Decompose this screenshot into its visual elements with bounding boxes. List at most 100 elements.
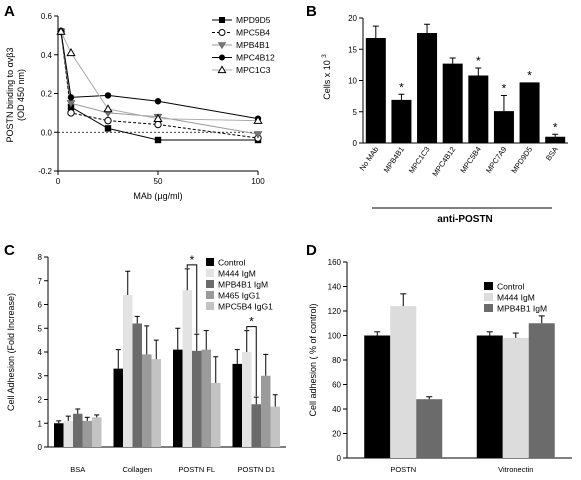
panel-a-legend-label: MPC1C3 — [236, 65, 271, 75]
panel-c-bar — [113, 368, 123, 447]
panel-a-y-axis-label-units: (OD 450 nm) — [16, 69, 26, 121]
panel-d-y-tick-label: 60 — [332, 381, 341, 390]
panel-b-significance-star: * — [527, 68, 532, 82]
panel-b-y-axis-label-superscript: 3 — [321, 54, 328, 58]
panel-b-y-tick-label: 20 — [348, 14, 357, 23]
panel-d-y-tick-label: 120 — [328, 307, 342, 316]
panel-b-bar — [468, 75, 489, 143]
panel-c-significance-star: * — [190, 253, 195, 267]
panel-d-y-axis-label: Cell adhesion ( % of control) — [308, 303, 318, 416]
panel-c-y-tick-label: 8 — [38, 253, 43, 262]
panel-c-bar — [54, 423, 64, 447]
panel-c-legend-swatch — [206, 269, 214, 277]
panel-b-bar — [493, 111, 514, 143]
panel-d-y-tick-label: 140 — [328, 283, 342, 292]
panel-d-bar — [364, 335, 391, 458]
panel-c-significance-bracket — [246, 326, 257, 397]
panel-d-legend-label: MPB4B1 IgM — [497, 304, 547, 314]
panel-b-x-tick-label: MPC5B4 — [458, 145, 483, 175]
panel-a-data-point — [67, 109, 75, 117]
panel-b-significance-star: * — [553, 120, 558, 134]
panel-d-bar — [416, 399, 443, 458]
panel-d-y-tick-label: 20 — [332, 430, 341, 439]
panel-a-legend-label: MPC4B12 — [236, 53, 275, 63]
panel-c-bar — [242, 352, 252, 447]
panel-a-data-point — [56, 26, 66, 35]
panel-b-bar — [365, 38, 386, 143]
panel-a-y-tick-label: 0.4 — [41, 51, 53, 60]
panel-c-bar — [192, 350, 202, 447]
panel-c-legend-swatch — [206, 291, 214, 299]
panel-c-x-tick-label: Collagen — [122, 465, 152, 474]
panel-a-legend-label: MPB4B1 — [236, 40, 270, 50]
panel-c-y-tick-label: 6 — [38, 301, 43, 310]
panel-b-bar — [417, 33, 438, 143]
panel-c-bar — [92, 417, 102, 447]
panel-a-data-point — [66, 48, 76, 57]
panel-d-y-tick-label: 80 — [332, 356, 341, 365]
panel-c-bar — [123, 295, 133, 447]
panel-d-legend-label: Control — [497, 282, 525, 292]
panel-d-legend-swatch — [484, 304, 493, 312]
panel-b-x-tick-label: MPD9D5 — [509, 145, 534, 175]
panel-a-legend-label: MPC5B4 — [236, 28, 270, 38]
panel-a-data-point — [103, 104, 113, 113]
panel-a-data-point — [104, 125, 112, 132]
panel-b-significance-star: * — [502, 82, 507, 96]
panel-letter-a: A — [4, 3, 15, 20]
panel-d-bar — [502, 337, 529, 458]
panel-d-x-tick-label: POSTN — [390, 465, 416, 474]
panel-c-bar — [201, 349, 211, 447]
panel-c-legend-label: M444 IgM — [218, 269, 256, 279]
panel-a-x-axis-label: MAb (µg/ml) — [133, 191, 182, 201]
panel-d-y-tick-label: 40 — [332, 405, 341, 414]
panel-a-legend-marker — [218, 29, 226, 36]
panel-b-x-tick-label: No MAb — [358, 145, 381, 172]
panel-a-data-point — [67, 94, 75, 101]
panel-c-bar — [73, 413, 83, 447]
panel-c-bar — [173, 349, 183, 447]
panel-c-y-tick-label: 7 — [38, 277, 43, 286]
panel-c-bar — [63, 420, 73, 447]
panel-c-y-tick-label: 4 — [38, 348, 43, 357]
panel-c-bar — [211, 382, 221, 447]
panel-b-bar — [545, 136, 566, 143]
panel-c-bar — [82, 420, 92, 447]
panel-c-legend-label: M465 IgG1 — [218, 291, 260, 301]
panel-b-y-tick-label: 0 — [353, 139, 358, 148]
panel-d-legend-label: M444 IgM — [497, 293, 535, 303]
panel-a-y-axis-label: POSTN binding to αvβ3 — [5, 48, 15, 143]
panel-letter-c: C — [4, 242, 15, 259]
panel-c-bar — [182, 290, 192, 447]
panel-c-legend-label: MPC5B4 IgG1 — [218, 302, 273, 312]
panel-b-y-tick-label: 15 — [348, 45, 357, 54]
panel-c-y-tick-label: 3 — [38, 372, 43, 381]
panel-b-x-tick-label: MPC1C3 — [407, 145, 432, 175]
panel-c-y-tick-label: 2 — [38, 396, 43, 405]
panel-a-y-tick-label: 0.6 — [41, 12, 53, 21]
panel-c-legend-label: MPB4B1 IgM — [218, 280, 268, 290]
panel-d-y-tick-label: 160 — [328, 258, 342, 267]
panel-a-legend-marker — [217, 42, 227, 50]
panel-c-significance-star: * — [249, 315, 254, 329]
panel-c-significance-bracket — [186, 264, 198, 334]
panel-c-bar — [232, 363, 242, 447]
panel-d-bar — [390, 306, 417, 458]
panel-b-significance-star: * — [476, 54, 481, 68]
panel-c-bar — [270, 406, 280, 447]
panel-b-y-tick-label: 5 — [353, 108, 358, 117]
panel-a-x-tick-label: 100 — [251, 177, 265, 186]
panel-c-legend-swatch — [206, 280, 214, 288]
panel-d-y-tick-label: 100 — [328, 332, 342, 341]
panel-a-data-point — [253, 115, 263, 124]
panel-a-x-tick-label: 50 — [154, 177, 163, 186]
panel-c-legend-swatch — [206, 258, 214, 266]
panel-a-y-tick-label: 0.2 — [41, 90, 53, 99]
panel-d-bar — [528, 323, 555, 458]
panel-c-bar — [142, 354, 152, 447]
panel-d-bar — [476, 335, 503, 458]
panel-a-legend-marker — [217, 65, 227, 74]
panel-b-x-tick-label: MPC4B12 — [430, 145, 457, 178]
panel-c-y-axis-label: Cell Adhesion (Fold Increase) — [6, 293, 16, 411]
